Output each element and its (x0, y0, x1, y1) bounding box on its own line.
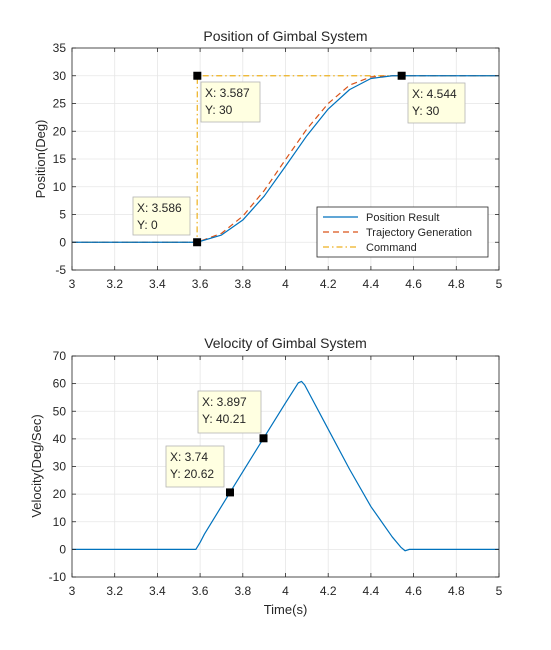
x-tick-label: 3 (69, 584, 76, 598)
datatip-marker[interactable] (193, 71, 202, 80)
y-tick-label: 0 (59, 235, 66, 249)
legend-label-command: Command (366, 242, 417, 254)
position-plot-area (72, 75, 499, 243)
y-tick-label: 50 (53, 404, 67, 418)
x-tick-label: 4.8 (448, 277, 465, 291)
series-line-position-result (72, 75, 499, 243)
datatip[interactable]: X: 3.586 Y: 0 (132, 196, 202, 247)
datatip-x-label: X: 3.586 (137, 201, 182, 215)
position-ticks: 3 3.2 3.4 3.6 3.8 4 4.2 4.4 4.6 4.8 5 -5 0 5 10 15 20 25 3… (53, 41, 503, 291)
y-tick-label: 10 (53, 180, 67, 194)
y-tick-label: 15 (53, 152, 67, 166)
velocity-chart: 3 3.2 3.4 3.6 3.8 4 4.2 4.4 4.6 4.8 5 -10 0 10 20 30 40 5… (29, 335, 503, 617)
y-tick-label: 25 (53, 97, 67, 111)
x-tick-label: 3.2 (106, 584, 123, 598)
datatip-x-label: X: 3.587 (205, 86, 250, 100)
x-tick-label: 4.4 (363, 584, 380, 598)
y-tick-label: 5 (59, 208, 66, 222)
x-tick-label: 3.2 (106, 277, 123, 291)
datatip[interactable]: X: 3.897 Y: 40.21 (197, 390, 268, 443)
x-tick-label: 4.4 (363, 277, 380, 291)
position-chart-title: Position of Gimbal System (203, 28, 367, 44)
velocity-datatips: X: 3.74 Y: 20.62 X: 3.897 Y: 40.21 (165, 390, 268, 497)
x-tick-label: 5 (496, 277, 503, 291)
datatip-box (407, 82, 466, 124)
datatip-y-label: Y: 40.21 (202, 412, 246, 426)
velocity-x-axis-label: Time(s) (264, 602, 308, 617)
datatip-box (197, 390, 262, 434)
y-tick-label: 0 (59, 542, 66, 556)
x-tick-label: 3 (69, 277, 76, 291)
x-tick-label: 4.2 (320, 277, 337, 291)
x-tick-label: 4.6 (405, 277, 422, 291)
x-tick-label: 3.4 (149, 584, 166, 598)
y-tick-label: 40 (53, 432, 67, 446)
x-tick-label: 3.4 (149, 277, 166, 291)
y-tick-label: 30 (53, 460, 67, 474)
legend-label-trajectory-generation: Trajectory Generation (366, 227, 472, 239)
datatip-y-label: Y: 20.62 (170, 467, 214, 481)
x-tick-label: 3.8 (234, 277, 251, 291)
series-line-command (72, 75, 499, 243)
y-tick-label: 70 (53, 349, 67, 363)
datatip-box (200, 81, 261, 123)
y-tick-label: -10 (49, 570, 67, 584)
datatip-x-label: X: 4.544 (412, 87, 457, 101)
datatip-box (132, 196, 191, 236)
datatip-box (165, 445, 225, 488)
position-legend: Position Result Trajectory Generation Co… (316, 206, 489, 258)
datatip-marker[interactable] (193, 238, 202, 247)
position-chart: 3 3.2 3.4 3.6 3.8 4 4.2 4.4 4.6 4.8 5 -5 0 5 10 15 20 25 3… (33, 28, 503, 291)
x-tick-label: 4.8 (448, 584, 465, 598)
datatip[interactable]: X: 4.544 Y: 30 (397, 71, 466, 124)
x-tick-label: 5 (496, 584, 503, 598)
series-line-velocity (72, 380, 499, 552)
datatip-y-label: Y: 30 (412, 104, 440, 118)
x-tick-label: 4 (282, 584, 289, 598)
velocity-chart-title: Velocity of Gimbal System (204, 335, 367, 351)
datatip-marker[interactable] (225, 488, 234, 497)
position-datatips: X: 3.586 Y: 0 X: 3.587 Y: 30 X: 4.544 Y: 30 (132, 71, 466, 247)
datatip[interactable]: X: 3.74 Y: 20.62 (165, 445, 234, 497)
datatip-marker[interactable] (259, 434, 268, 443)
x-tick-label: 4.2 (320, 584, 337, 598)
datatip-y-label: Y: 30 (205, 103, 233, 117)
x-tick-label: 3.8 (234, 584, 251, 598)
velocity-ticks: 3 3.2 3.4 3.6 3.8 4 4.2 4.4 4.6 4.8 5 -10 0 10 20 30 40 5… (49, 349, 503, 598)
position-y-axis-label: Position(Deg) (33, 120, 48, 199)
x-tick-label: 4.6 (405, 584, 422, 598)
datatip-x-label: X: 3.897 (202, 395, 247, 409)
datatip-marker[interactable] (397, 71, 406, 80)
datatip-y-label: Y: 0 (137, 218, 158, 232)
velocity-y-axis-label: Velocity(Deg/Sec) (29, 414, 44, 517)
datatip-x-label: X: 3.74 (170, 450, 208, 464)
velocity-plot-area (72, 380, 499, 552)
y-tick-label: 35 (53, 41, 67, 55)
y-tick-label: 30 (53, 69, 67, 83)
datatip[interactable]: X: 3.587 Y: 30 (193, 71, 261, 123)
y-tick-label: 60 (53, 377, 67, 391)
y-tick-label: 10 (53, 515, 67, 529)
y-tick-label: -5 (55, 263, 66, 277)
x-tick-label: 3.6 (192, 277, 209, 291)
legend-label-position-result: Position Result (366, 212, 439, 224)
x-tick-label: 4 (282, 277, 289, 291)
x-tick-label: 3.6 (192, 584, 209, 598)
y-tick-label: 20 (53, 124, 67, 138)
y-tick-label: 20 (53, 487, 67, 501)
